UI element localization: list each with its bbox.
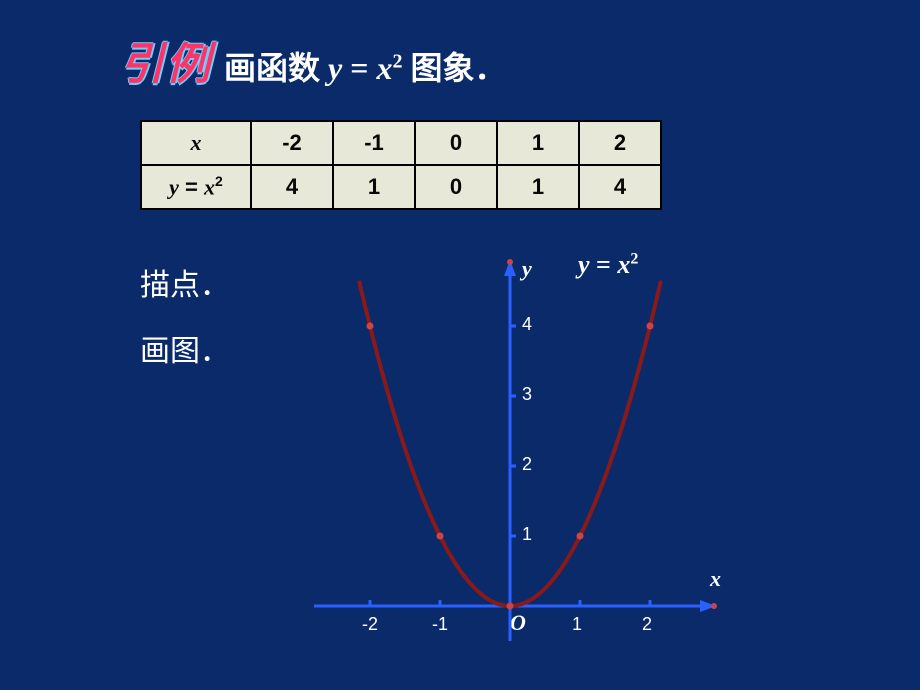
x-cell: -1: [333, 121, 415, 165]
y-hdr-eq: =: [179, 175, 204, 200]
x-cell: 2: [579, 121, 661, 165]
y-hdr-y: y: [169, 175, 179, 200]
x-tick-label: 2: [642, 614, 652, 635]
y-cell: 1: [497, 165, 579, 209]
y-cell: 4: [251, 165, 333, 209]
value-table: x -2 -1 0 1 2 y = x2 4 1 0 1 4: [140, 120, 662, 210]
title-row: 引例 画函数 y = x2 图象．: [120, 28, 506, 92]
y-tick-label: 2: [522, 454, 532, 475]
title-text: 画函数 y = x2 图象．: [224, 43, 506, 89]
title-x: x: [376, 50, 392, 86]
title-y: y: [328, 50, 342, 86]
title-suffix: 图象．: [402, 50, 506, 86]
x-tick-label: 1: [572, 614, 582, 635]
y-hdr-sup: 2: [215, 173, 223, 189]
y-hdr-x: x: [204, 175, 215, 200]
x-cell: 1: [497, 121, 579, 165]
y-tick-label: 4: [522, 314, 532, 335]
y-tick-label: 3: [522, 384, 532, 405]
table-row: y = x2 4 1 0 1 4: [141, 165, 661, 209]
title-eq: =: [342, 50, 376, 86]
y-tick-label: 1: [522, 524, 532, 545]
step-draw-graph: 画图．: [140, 326, 230, 370]
chart-area: y = x2 y x O -2-1121234: [310, 250, 750, 670]
title-sup: 2: [392, 50, 402, 72]
x-tick-label: -2: [362, 614, 378, 635]
x-tick-label: -1: [432, 614, 448, 635]
y-cell: 1: [333, 165, 415, 209]
x-cell: 0: [415, 121, 497, 165]
x-cell: -2: [251, 121, 333, 165]
x-header-text: x: [191, 130, 202, 155]
example-heading: 引例: [120, 28, 212, 92]
y-cell: 4: [579, 165, 661, 209]
table-row: x -2 -1 0 1 2: [141, 121, 661, 165]
step-plot-points: 描点．: [140, 260, 230, 304]
title-prefix: 画函数: [224, 50, 328, 86]
x-header: x: [141, 121, 251, 165]
y-cell: 0: [415, 165, 497, 209]
y-header: y = x2: [141, 165, 251, 209]
